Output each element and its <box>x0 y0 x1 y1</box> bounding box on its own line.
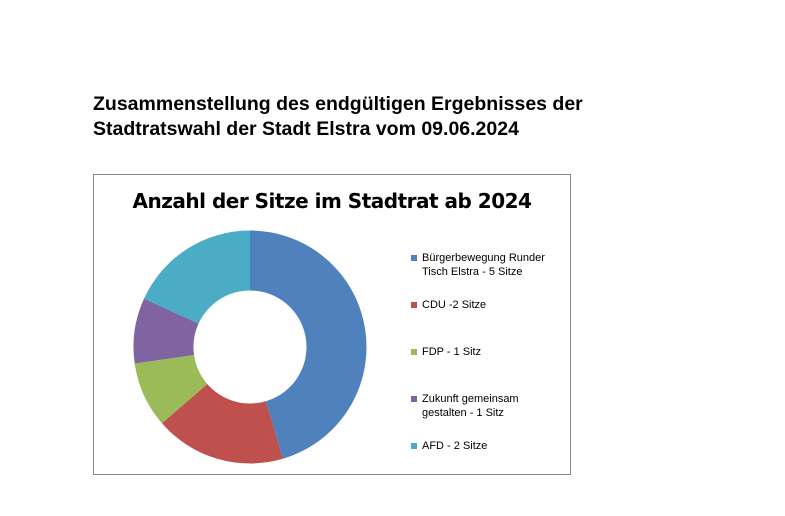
legend-label: Bürgerbewegung Runder Tisch Elstra - 5 S… <box>422 252 545 278</box>
chart-title: Anzahl der Sitze im Stadtrat ab 2024 <box>132 189 532 213</box>
legend-swatch <box>411 443 417 449</box>
legend-swatch <box>411 255 417 261</box>
legend-item: AFD - 2 Sitze <box>411 439 561 453</box>
chart: Anzahl der Sitze im Stadtrat ab 2024 Bür… <box>93 174 571 475</box>
donut-segment <box>144 230 250 324</box>
legend-label: Zukunft gemeinsam gestalten - 1 Sitz <box>422 393 519 419</box>
legend-label: CDU -2 Sitze <box>422 299 487 311</box>
legend-item: Zukunft gemeinsam gestalten - 1 Sitz <box>411 392 561 420</box>
donut-segment <box>161 383 283 464</box>
document-title: Zusammenstellung des endgültigen Ergebni… <box>93 93 583 140</box>
legend-item: Bürgerbewegung Runder Tisch Elstra - 5 S… <box>411 251 561 279</box>
legend-swatch <box>411 302 417 308</box>
donut-segment <box>134 355 208 424</box>
legend-label: AFD - 2 Sitze <box>422 440 488 452</box>
donut-segment <box>133 298 199 364</box>
legend-swatch <box>411 349 417 355</box>
legend-swatch <box>411 396 417 402</box>
legend-item: FDP - 1 Sitz <box>411 345 561 359</box>
legend-label: FDP - 1 Sitz <box>422 346 482 358</box>
donut-segment <box>250 230 367 459</box>
legend-item: CDU -2 Sitze <box>411 298 561 312</box>
donut-chart <box>133 230 367 464</box>
